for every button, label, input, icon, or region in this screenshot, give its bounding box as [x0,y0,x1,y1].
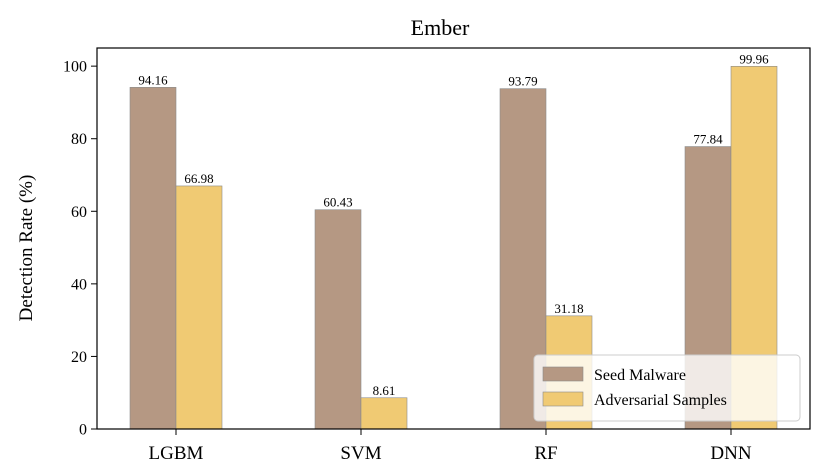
y-tick-label: 20 [71,349,87,366]
data-label-seed-malware-lgbm: 94.16 [138,72,168,87]
y-ticks-layer: 0 20 40 60 80 100 [63,59,97,439]
y-tick-label: 80 [71,131,87,148]
x-tick-label-dnn: DNN [710,443,751,464]
chart-title: Ember [411,15,470,40]
y-axis-label: Detection Rate (%) [16,175,37,322]
y-tick-label: 100 [63,59,87,76]
data-label-adversarial-samples-lgbm: 66.98 [184,171,213,186]
data-labels-layer: 94.16 60.43 93.79 77.84 66.98 8.61 31.18 99.96 [138,51,769,397]
x-tick-label-svm: SVM [340,443,381,464]
legend: Seed Malware Adversarial Samples [533,354,801,422]
bar-seed-malware-svm [314,209,362,430]
plot-frame [96,47,811,430]
x-ticks-layer: LGBM SVM RF DNN [149,429,752,464]
bar-adversarial-samples-svm [360,397,408,430]
y-tick-label: 0 [79,422,87,439]
y-tick-label: 60 [71,204,87,221]
data-label-seed-malware-rf: 93.79 [508,74,537,89]
data-label-seed-malware-svm: 60.43 [323,195,352,210]
legend-box [533,354,801,422]
data-label-adversarial-samples-dnn: 99.96 [739,51,769,66]
legend-label-seed-malware: Seed Malware [594,367,686,384]
bar-adversarial-samples-lgbm [175,185,223,430]
data-label-adversarial-samples-rf: 31.18 [554,301,583,316]
bar-seed-malware-lgbm [129,87,177,430]
x-tick-label-lgbm: LGBM [149,443,204,464]
legend-swatch-adversarial-samples [542,391,584,407]
data-label-seed-malware-dnn: 77.84 [693,132,723,147]
y-tick-label: 40 [71,276,87,293]
x-tick-label-rf: RF [534,443,557,464]
legend-label-adversarial-samples: Adversarial Samples [594,392,727,409]
legend-swatch-seed-malware [542,366,584,382]
data-label-adversarial-samples-svm: 8.61 [373,383,396,398]
